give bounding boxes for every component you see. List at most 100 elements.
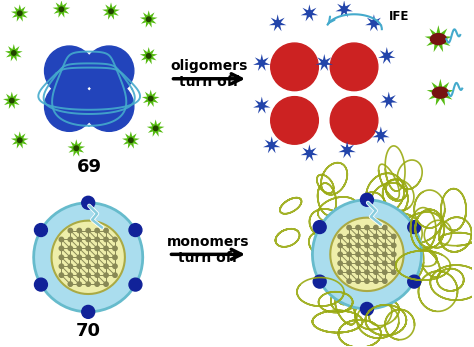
Circle shape (408, 221, 420, 234)
Circle shape (95, 228, 100, 233)
Circle shape (356, 279, 360, 283)
Circle shape (154, 126, 158, 130)
Polygon shape (142, 90, 159, 107)
Text: monomers
turn off: monomers turn off (167, 235, 249, 265)
Circle shape (68, 264, 73, 269)
Circle shape (59, 246, 64, 251)
Circle shape (338, 243, 342, 248)
Circle shape (338, 234, 342, 239)
Circle shape (383, 270, 387, 274)
Polygon shape (336, 0, 353, 17)
Circle shape (18, 138, 22, 143)
Circle shape (383, 279, 387, 283)
Polygon shape (301, 5, 318, 21)
Polygon shape (301, 144, 318, 161)
Circle shape (383, 252, 387, 256)
Polygon shape (330, 218, 404, 291)
Polygon shape (67, 139, 85, 156)
Circle shape (313, 275, 326, 288)
Circle shape (74, 146, 79, 151)
Circle shape (86, 264, 91, 269)
Circle shape (386, 98, 392, 103)
Text: oligomers
turn off: oligomers turn off (171, 59, 248, 89)
Circle shape (95, 264, 100, 269)
Polygon shape (253, 96, 271, 113)
Circle shape (313, 221, 326, 234)
Polygon shape (5, 44, 23, 61)
Circle shape (356, 270, 360, 274)
Circle shape (113, 237, 117, 242)
Circle shape (365, 279, 369, 283)
Circle shape (392, 234, 396, 239)
Polygon shape (269, 14, 286, 31)
Circle shape (86, 237, 91, 242)
Circle shape (109, 9, 113, 14)
Circle shape (86, 228, 91, 233)
Circle shape (129, 278, 142, 291)
Circle shape (347, 261, 351, 265)
Circle shape (347, 279, 351, 283)
Circle shape (275, 20, 280, 26)
Circle shape (383, 261, 387, 265)
Circle shape (59, 237, 64, 242)
Circle shape (345, 147, 350, 153)
Polygon shape (102, 2, 120, 20)
Polygon shape (53, 0, 70, 18)
Circle shape (59, 7, 64, 11)
Circle shape (338, 261, 342, 265)
Circle shape (365, 261, 369, 265)
Circle shape (113, 246, 117, 251)
Circle shape (378, 133, 383, 138)
Polygon shape (316, 54, 333, 71)
Circle shape (82, 305, 95, 318)
Circle shape (365, 226, 369, 230)
Circle shape (113, 255, 117, 260)
Circle shape (322, 60, 327, 66)
Circle shape (59, 273, 64, 277)
Circle shape (330, 96, 378, 144)
Circle shape (146, 54, 151, 58)
Circle shape (347, 234, 351, 239)
Circle shape (84, 82, 134, 132)
Circle shape (374, 252, 378, 256)
Circle shape (95, 246, 100, 251)
Circle shape (361, 303, 374, 315)
Circle shape (113, 273, 117, 277)
Circle shape (86, 255, 91, 260)
Circle shape (392, 261, 396, 265)
Text: 70: 70 (76, 322, 100, 340)
Circle shape (365, 243, 369, 248)
Circle shape (95, 255, 100, 260)
Polygon shape (253, 54, 271, 71)
Circle shape (392, 243, 396, 248)
Circle shape (356, 261, 360, 265)
Circle shape (347, 252, 351, 256)
Polygon shape (52, 221, 125, 294)
Circle shape (129, 223, 142, 237)
Polygon shape (140, 47, 157, 64)
Circle shape (77, 255, 82, 260)
Circle shape (11, 51, 16, 55)
Circle shape (84, 46, 134, 96)
Circle shape (392, 252, 396, 256)
Circle shape (374, 261, 378, 265)
Polygon shape (312, 200, 421, 309)
Circle shape (146, 17, 151, 22)
Polygon shape (3, 92, 20, 109)
Polygon shape (122, 132, 140, 149)
Circle shape (104, 228, 108, 233)
Circle shape (269, 143, 274, 148)
Circle shape (45, 46, 94, 96)
Text: IFE: IFE (389, 10, 409, 23)
Circle shape (77, 246, 82, 251)
Polygon shape (34, 203, 143, 312)
Circle shape (384, 53, 390, 59)
Polygon shape (11, 5, 28, 22)
Circle shape (77, 282, 82, 286)
Circle shape (77, 228, 82, 233)
Circle shape (338, 252, 342, 256)
Circle shape (86, 282, 91, 286)
Circle shape (383, 234, 387, 239)
Circle shape (271, 43, 319, 91)
Circle shape (259, 103, 264, 108)
